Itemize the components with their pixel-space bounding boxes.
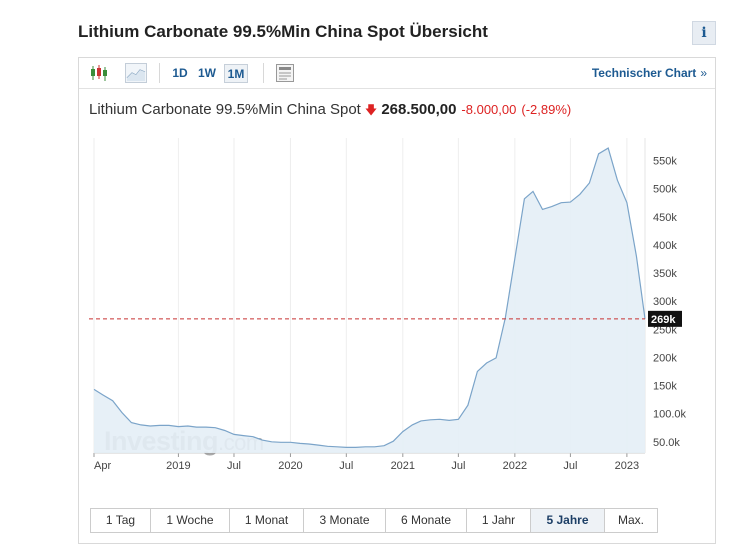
y-tick-label: 150k: [653, 381, 677, 393]
x-tick-label: Jul: [227, 460, 241, 472]
quote-line: Lithium Carbonate 99.5%Min China Spot 🡇 2…: [89, 101, 571, 122]
x-tick-label: Jul: [451, 460, 465, 472]
price-area-fill: [94, 148, 645, 453]
toolbar-separator: [263, 63, 264, 83]
page-title: Lithium Carbonate 99.5%Min China Spot Üb…: [78, 22, 488, 41]
range-1-day[interactable]: 1 Tag: [91, 509, 151, 532]
period-1m[interactable]: 1M: [224, 64, 248, 83]
y-tick-label: 550k: [653, 156, 677, 168]
price-change-percent: (-2,89%): [521, 102, 572, 117]
last-price-badge: [648, 310, 682, 327]
down-arrow-icon: 🡇: [364, 103, 378, 117]
y-tick-label: 400k: [653, 240, 677, 252]
range-1-month[interactable]: 1 Monat: [230, 509, 304, 532]
chart-widget: 1D 1W 1M Technischer Chart» Lithium Carb…: [78, 57, 716, 544]
x-tick-label: 2020: [278, 460, 302, 472]
last-price: 268.500,00: [381, 101, 457, 118]
chevron-right-icon: »: [700, 66, 707, 80]
x-tick-label: 2023: [615, 460, 639, 472]
last-price-label: 269k: [651, 314, 676, 326]
technical-chart-label: Technischer Chart: [591, 66, 697, 80]
y-tick-label: 350k: [653, 268, 677, 280]
area-chart-icon[interactable]: [125, 63, 147, 83]
info-button[interactable]: i: [692, 21, 716, 45]
y-tick-label: 200k: [653, 352, 677, 364]
range-6-months[interactable]: 6 Monate: [386, 509, 467, 532]
x-tick-label: 2022: [503, 460, 527, 472]
y-tick-label: 300k: [653, 296, 677, 308]
price-change: -8.000,00: [461, 102, 517, 117]
technical-chart-link[interactable]: Technischer Chart»: [592, 66, 707, 80]
instrument-name: Lithium Carbonate 99.5%Min China Spot: [89, 101, 361, 118]
y-tick-label: 100.0k: [653, 409, 687, 421]
price-series-line: [93, 147, 646, 448]
time-range-selector: 1 Tag 1 Woche 1 Monat 3 Monate 6 Monate …: [90, 508, 658, 533]
x-tick-label: Jul: [339, 460, 353, 472]
period-1w[interactable]: 1W: [198, 66, 216, 80]
price-chart[interactable]: Apr 2019 Jul 2020 Jul 2021 Jul 2022 Jul 2023 50.0k…: [79, 58, 715, 478]
chart-toolbar: 1D 1W 1M Technischer Chart»: [79, 58, 715, 89]
period-1d[interactable]: 1D: [172, 66, 188, 80]
news-icon[interactable]: [275, 63, 295, 83]
y-tick-label: 450k: [653, 212, 677, 224]
x-tick-label: 2019: [166, 460, 190, 472]
y-tick-label: 250k: [653, 324, 677, 336]
x-tick-label: Jul: [563, 460, 577, 472]
x-tick-label: 2021: [391, 460, 415, 472]
range-max[interactable]: Max.: [605, 509, 657, 532]
range-1-week[interactable]: 1 Woche: [151, 509, 230, 532]
y-tick-label: 50.0k: [653, 437, 680, 449]
candlestick-icon[interactable]: [89, 63, 109, 83]
range-1-year[interactable]: 1 Jahr: [467, 509, 531, 532]
range-5-years[interactable]: 5 Jahre: [531, 509, 605, 532]
range-3-months[interactable]: 3 Monate: [304, 509, 386, 532]
toolbar-separator: [159, 63, 160, 83]
y-tick-label: 500k: [653, 184, 677, 196]
x-tick-label: Apr: [94, 460, 111, 472]
